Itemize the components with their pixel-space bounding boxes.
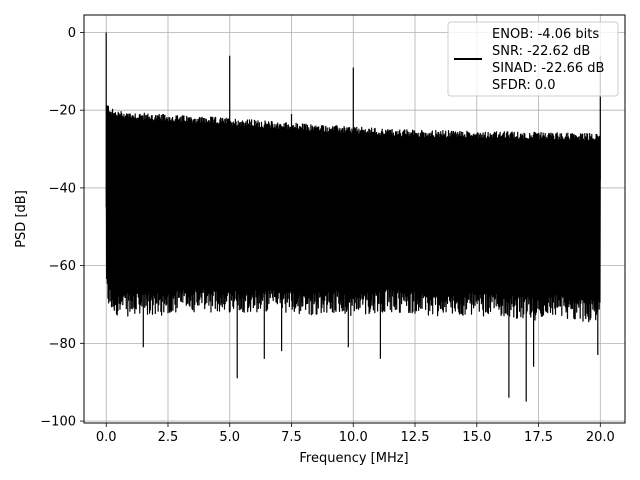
legend-sinad: SINAD: -22.66 dB (492, 61, 604, 76)
psd-series-line (105, 32, 601, 402)
x-tick-label: 5.0 (219, 430, 240, 445)
y-axis-label: PSD [dB] (14, 190, 29, 248)
y-tick-label: −40 (49, 181, 76, 196)
x-tick-label: 0.0 (96, 430, 117, 445)
plot-area (105, 32, 601, 402)
legend: ENOB: -4.06 bits SNR: -22.62 dB SINAD: -… (447, 21, 619, 97)
y-tick-label: −60 (49, 259, 76, 274)
legend-sfdr: SFDR: 0.0 (492, 78, 556, 93)
y-tick-label: 0 (68, 26, 76, 41)
x-tick-label: 7.5 (281, 430, 302, 445)
y-tick-label: −100 (40, 415, 76, 430)
y-axis-ticks: 0 −20 −40 −60 −80 −100 (40, 26, 84, 430)
axes-frame (83, 14, 626, 424)
x-tick-label: 10.0 (339, 430, 368, 445)
x-tick-label: 15.0 (462, 430, 491, 445)
x-tick-label: 17.5 (524, 430, 553, 445)
legend-snr: SNR: -22.62 dB (492, 44, 590, 59)
y-tick-label: −80 (49, 337, 76, 352)
x-tick-label: 20.0 (586, 430, 615, 445)
x-tick-label: 2.5 (158, 430, 179, 445)
y-tick-label: −20 (49, 104, 76, 119)
x-tick-label: 12.5 (401, 430, 430, 445)
legend-enob: ENOB: -4.06 bits (492, 27, 599, 42)
x-axis-label: Frequency [MHz] (299, 451, 408, 466)
x-axis-ticks: 0.0 2.5 5.0 7.5 10.0 12.5 15.0 17.5 20.0 (96, 423, 615, 445)
legend-box (447, 21, 619, 97)
